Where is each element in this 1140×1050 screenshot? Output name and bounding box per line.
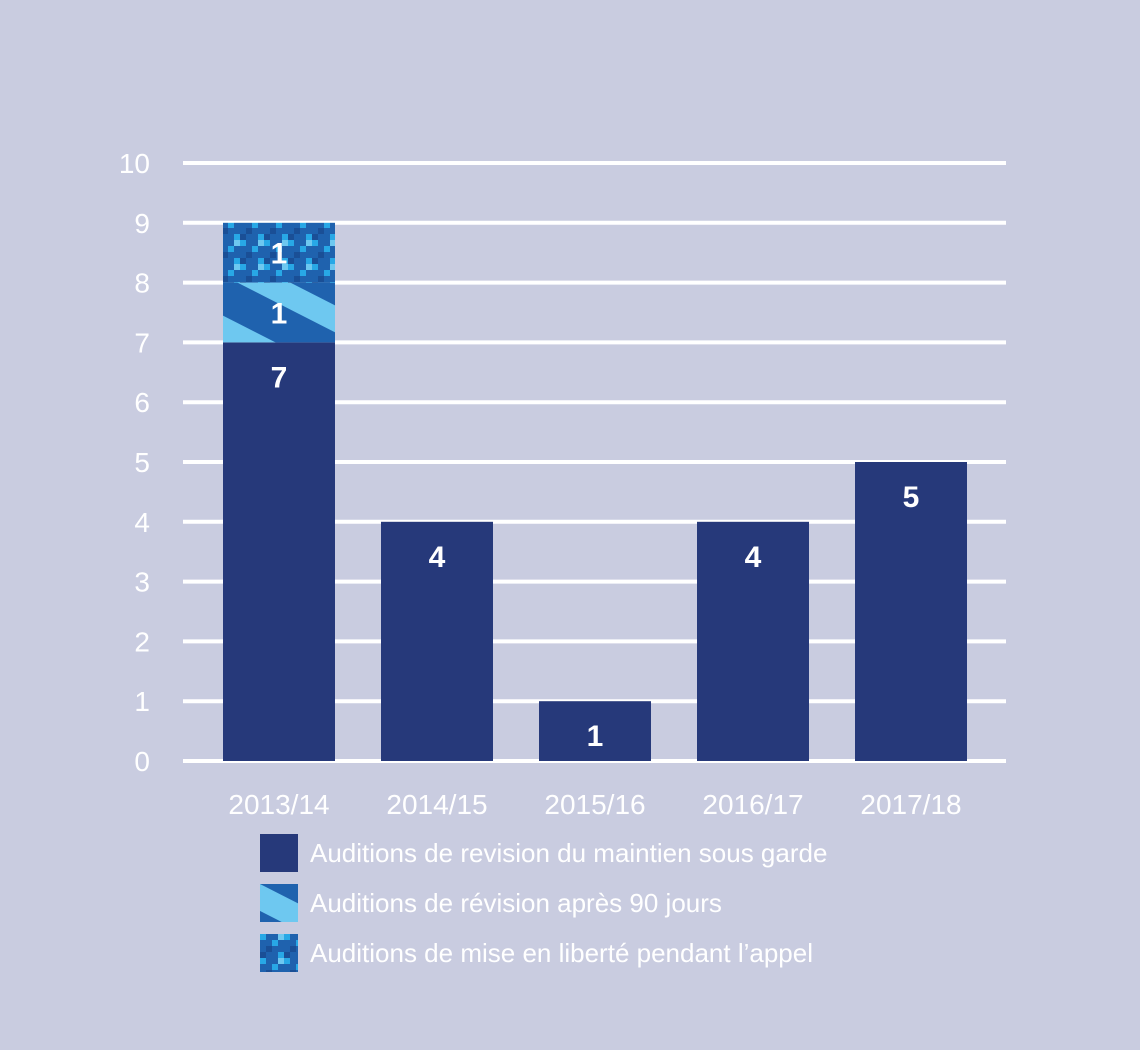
legend: Auditions de revision du maintien sous g…	[260, 828, 827, 978]
y-tick-label: 9	[134, 208, 150, 239]
y-tick-label: 0	[134, 746, 150, 777]
bar-segment	[697, 521, 809, 761]
data-label: 1	[271, 238, 288, 271]
y-tick-label: 6	[134, 387, 150, 418]
bar-segment	[539, 701, 651, 761]
legend-label: Auditions de revision du maintien sous g…	[310, 837, 828, 868]
x-tick-label: 2016/17	[702, 789, 803, 820]
x-tick-label: 2017/18	[860, 789, 961, 820]
data-label: 7	[271, 361, 288, 394]
data-label: 5	[903, 481, 920, 514]
legend-label: Auditions de mise en liberté pendant l’a…	[310, 937, 814, 968]
legend-item-90-day-review: Auditions de révision après 90 jours	[260, 878, 827, 928]
legend-swatch-pixel	[260, 934, 298, 972]
bar-segment	[381, 521, 493, 761]
legend-item-release-pending-appeal: Auditions de mise en liberté pendant l’a…	[260, 928, 827, 978]
data-label: 4	[745, 541, 762, 574]
x-tick-label: 2015/16	[544, 789, 645, 820]
labels-layer: 2013/14 2014/15 2015/16 2016/17 2017/18 7 1 1 4 1…	[228, 238, 961, 820]
y-tick-label: 7	[134, 327, 150, 358]
y-tick-label: 1	[134, 686, 150, 717]
bars-layer	[223, 222, 967, 761]
data-label: 1	[587, 720, 604, 753]
y-tick-label: 10	[119, 148, 150, 179]
data-label: 1	[271, 298, 288, 331]
bar-segment	[855, 462, 967, 761]
bar-segment	[223, 222, 335, 283]
x-tick-label: 2013/14	[228, 789, 329, 820]
legend-swatch-diagonal	[260, 884, 298, 922]
y-tick-label: 4	[134, 507, 150, 538]
x-tick-label: 2014/15	[386, 789, 487, 820]
legend-label: Auditions de révision après 90 jours	[310, 887, 722, 918]
bar-segment	[223, 342, 335, 761]
y-tick-label: 5	[134, 447, 150, 478]
data-label: 4	[429, 541, 446, 574]
bar-segment	[223, 282, 335, 343]
legend-swatch-solid	[260, 834, 298, 872]
y-tick-label: 2	[134, 626, 150, 657]
y-tick-label: 8	[134, 268, 150, 299]
legend-item-custody-review: Auditions de revision du maintien sous g…	[260, 828, 827, 878]
y-tick-label: 3	[134, 567, 150, 598]
